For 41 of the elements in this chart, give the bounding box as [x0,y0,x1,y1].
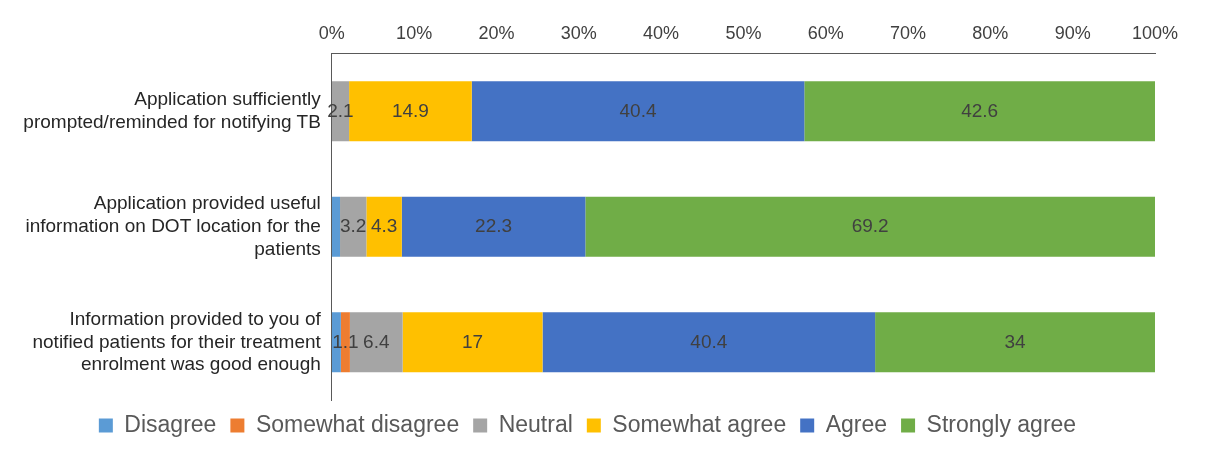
bar [401,196,586,257]
data-label: 42.6 [961,99,999,121]
bar [471,81,805,142]
legend-label: Somewhat agree [612,410,787,437]
y-tick-label: Application provided useful information on DOT location for the patients [25,192,321,259]
legend-label: Somewhat disagree [255,410,460,437]
bar [875,312,1155,373]
x-tick-label: 90% [1054,22,1091,43]
data-label: 6.4 [363,330,390,352]
data-label: 34 [1004,330,1027,352]
bar [366,196,402,257]
bar [542,312,876,373]
x-tick-label: 70% [890,22,927,43]
legend-label: Agree [825,410,888,437]
legend-label: Neutral [498,410,573,437]
bar [804,81,1155,142]
x-tick-label: 10% [396,22,433,43]
data-label: 69.2 [851,215,889,237]
legend-label: Disagree [124,410,217,437]
bar [331,196,341,257]
data-label: 1.1 [332,330,359,352]
bar [585,196,1155,257]
x-tick-label: 60% [807,22,844,43]
x-tick-label: 20% [478,22,515,43]
y-tick-label: Application sufficiently prompted/reminded for notifying TB [23,88,322,132]
data-label: 22.3 [475,215,513,237]
y-tick-label: Information provided to you of notified patients for their treatment enrolment was good enough [32,307,322,375]
data-label: 40.4 [619,99,657,121]
data-label: 40.4 [690,330,728,352]
data-label: 17 [462,330,484,352]
data-label: 4.3 [370,215,398,237]
data-label: 14.9 [391,99,429,121]
data-label: 3.2 [340,215,367,237]
bar [402,312,543,373]
x-tick-label: 40% [643,22,680,43]
x-tick-label: 0% [318,22,345,43]
legend-label: Strongly agree [926,410,1077,437]
x-tick-label: 100% [1131,22,1179,43]
x-tick-label: 50% [725,22,762,43]
x-tick-label: 80% [972,22,1009,43]
x-tick-label: 30% [560,22,597,43]
